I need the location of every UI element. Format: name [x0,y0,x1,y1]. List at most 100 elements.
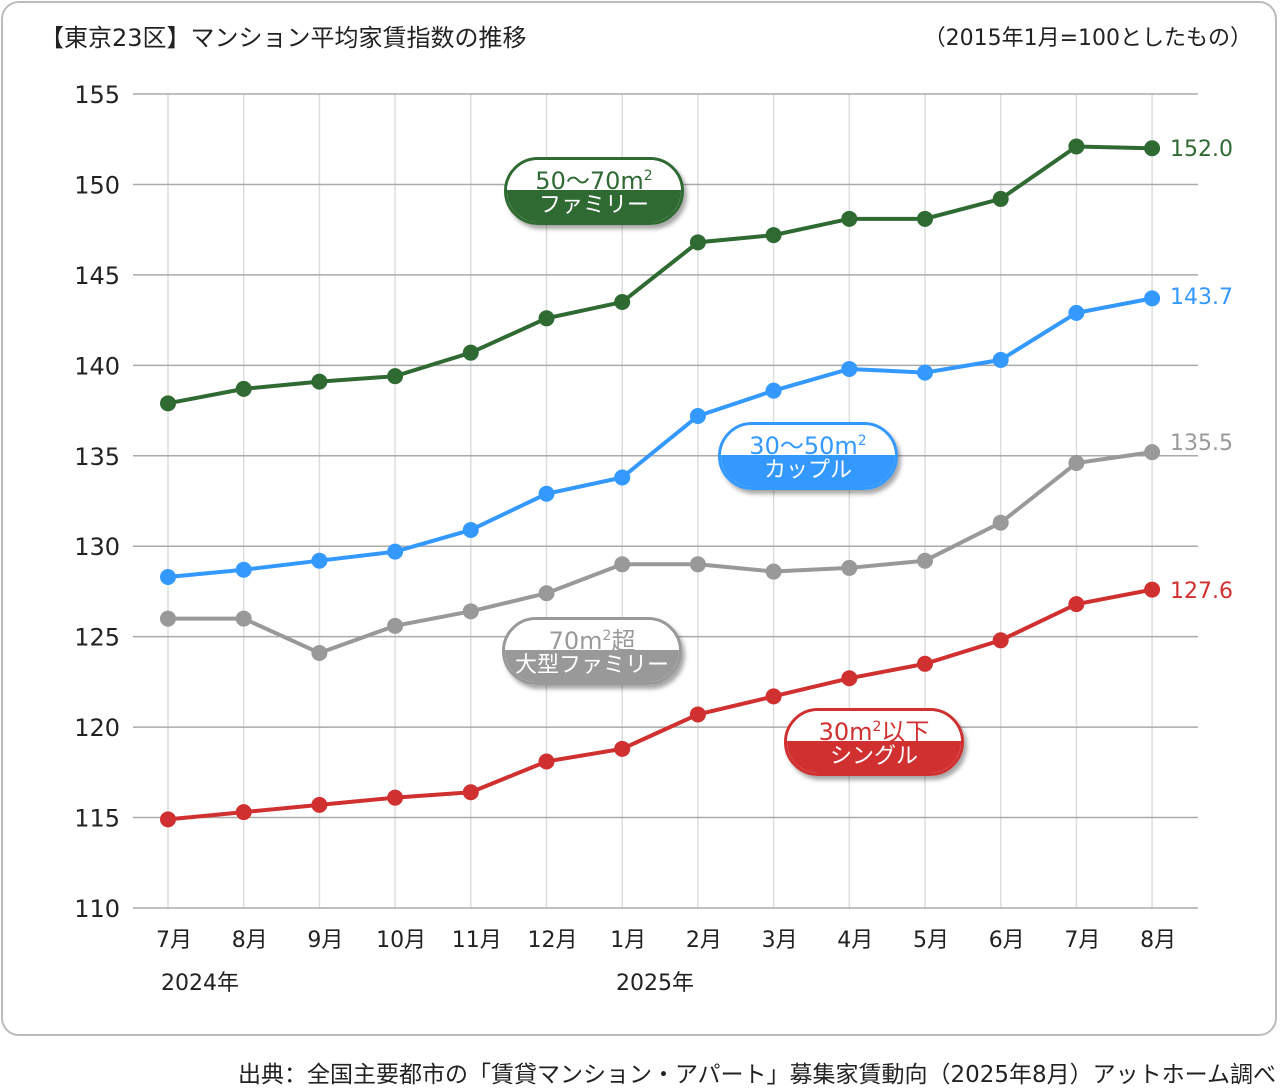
data-point [462,521,479,538]
x-tick-label: 1月 [610,928,646,953]
data-point [538,310,555,327]
data-point [917,552,933,569]
series-label-type: カップル [721,455,895,487]
data-point [387,617,404,634]
y-tick-label: 110 [74,895,120,923]
data-point [462,344,479,361]
y-tick-label: 130 [74,533,120,561]
year-label: 2025年 [616,971,694,996]
chart-title: 【東京23区】マンション平均家賃指数の推移 [40,24,527,52]
data-point [1068,304,1085,321]
series-line [167,587,1153,822]
series-label-size: 50〜70m2 [507,160,681,195]
data-point [614,740,631,757]
data-point [538,585,555,602]
x-tick-label: 5月 [913,928,949,953]
series-label: 30〜50m2 カップル [718,422,898,490]
data-point [235,561,252,578]
series-label-size: 70m2超 [505,620,679,655]
series-label-size: 30m2以下 [787,711,961,746]
x-tick-label: 9月 [307,928,343,953]
data-point [841,670,858,687]
data-point [538,485,555,502]
x-tick-label: 12月 [528,928,578,953]
end-value-label: 152.0 [1170,137,1233,162]
x-tick-label: 6月 [989,928,1025,953]
data-point [992,632,1009,649]
x-tick-label: 8月 [232,928,268,953]
data-point [235,804,252,821]
data-point [841,210,858,227]
x-tick-label: 8月 [1140,928,1176,953]
data-point [235,380,252,397]
data-point [160,568,176,585]
y-tick-label: 155 [74,81,120,109]
data-point [462,784,479,801]
series-label: 50〜70m2 ファミリー [504,157,684,225]
data-point [1068,455,1085,472]
series-label-type: 大型ファミリー [505,650,679,682]
data-point [689,234,706,251]
x-tick-label: 4月 [837,928,873,953]
data-point [462,603,479,620]
series-line [167,296,1153,579]
data-point [1144,581,1161,598]
data-point [614,556,631,573]
series-label-type: ファミリー [507,190,681,222]
data-point [992,514,1009,531]
series-label-type: シングル [787,741,961,773]
series-label: 30m2以下 シングル [784,708,964,776]
data-point [311,644,328,661]
data-point [387,789,404,806]
x-tick-label: 7月 [156,928,192,953]
data-point [992,190,1009,207]
data-point [538,753,555,770]
y-tick-label: 140 [74,352,120,380]
series-line [168,450,1153,656]
data-point [992,351,1009,368]
x-tick-label: 3月 [762,928,798,953]
data-point [235,610,252,627]
y-tick-label: 145 [74,262,120,290]
x-tick-label: 2月 [686,928,722,953]
data-point [160,610,176,627]
y-tick-label: 135 [74,443,120,471]
series-label: 70m2超 大型ファミリー [502,617,682,685]
data-point [614,294,631,311]
data-point [160,811,176,828]
data-point [917,364,933,381]
end-value-label: 127.6 [1170,579,1233,604]
data-point [1144,140,1161,157]
data-point [841,559,858,576]
year-label: 2024年 [161,971,239,996]
y-tick-label: 120 [74,714,120,742]
data-point [311,373,328,390]
data-point [917,210,933,227]
series-line [167,144,1153,406]
data-point [1068,596,1085,613]
y-tick-label: 150 [74,171,120,199]
data-point [614,469,631,486]
data-point [387,543,404,560]
data-point [1068,138,1085,155]
end-value-label: 143.7 [1170,285,1233,310]
x-tick-label: 7月 [1064,928,1100,953]
data-point [689,556,706,573]
data-point [311,552,328,569]
chart-note: （2015年1月=100としたもの） [923,26,1252,51]
end-value-label: 135.5 [1170,431,1233,456]
data-point [841,360,858,377]
data-point [689,706,706,723]
data-point [311,796,328,813]
data-point [765,227,782,244]
series-label-size: 30〜50m2 [721,425,895,460]
data-point [1144,290,1161,307]
data-point [160,395,176,412]
data-point [387,368,404,385]
x-tick-label: 11月 [452,928,502,953]
y-tick-label: 115 [74,805,120,833]
data-point [689,407,706,424]
data-point [765,563,782,580]
x-tick-label: 10月 [376,928,426,953]
